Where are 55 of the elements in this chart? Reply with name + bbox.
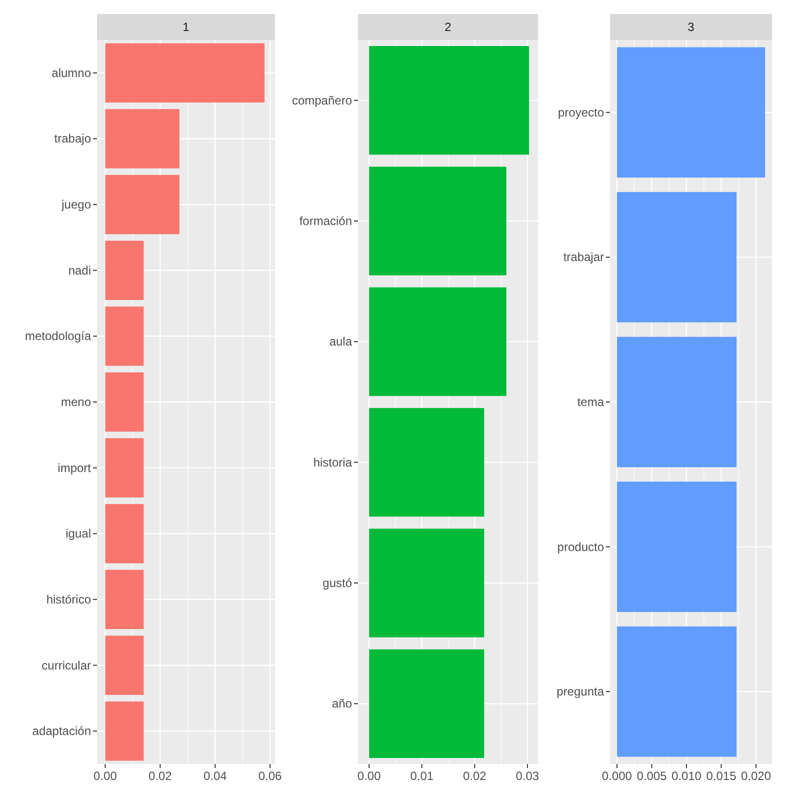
x-tick-label: 0.010 [671, 769, 702, 783]
y-tick-label: historia [313, 455, 352, 470]
bar [105, 701, 144, 761]
x-tick-label: 0.02 [148, 769, 172, 783]
bar [369, 408, 484, 517]
x-tick-label: 0.020 [740, 769, 772, 783]
x-tick-label: 0.00 [94, 769, 118, 783]
bar [105, 372, 144, 432]
y-tick-label: gustó [322, 576, 352, 590]
x-tick-label: 0.01 [410, 769, 434, 783]
bar [105, 109, 180, 168]
bar [369, 166, 506, 276]
y-tick-label: meno [60, 395, 92, 409]
x-tick-label: 0.03 [516, 769, 540, 783]
bar [105, 240, 144, 300]
y-tick-label: compañero [292, 93, 352, 108]
chart-title: 3 [688, 20, 695, 34]
chart-title: 2 [444, 20, 452, 34]
bar [105, 43, 265, 103]
bar [105, 438, 144, 498]
bar [105, 636, 144, 695]
y-tick-label: histórico [46, 592, 92, 606]
y-tick-label: aula [329, 334, 352, 349]
y-tick-label: adaptación [32, 724, 91, 738]
bar [369, 46, 530, 155]
y-tick-label: producto [557, 540, 604, 554]
x-tick-label: 0.015 [706, 769, 737, 783]
bar [369, 528, 484, 638]
x-tick-label: 0.04 [203, 769, 228, 783]
y-tick-label: pregunta [556, 684, 604, 699]
y-tick-label: trabajar [563, 250, 604, 264]
chart-title: 1 [182, 20, 190, 34]
bar [105, 570, 144, 630]
x-tick-label: 0.005 [636, 769, 668, 783]
bar [105, 174, 180, 234]
bar [105, 306, 144, 366]
y-tick-label: metodología [24, 329, 92, 344]
y-tick-label: juego [60, 198, 92, 212]
y-tick-label: nadi [68, 263, 91, 278]
bar [369, 649, 484, 758]
y-tick-label: año [332, 696, 352, 711]
bar [369, 287, 506, 396]
y-tick-label: curricular [42, 658, 91, 672]
bar [105, 504, 144, 564]
y-tick-label: alumno [52, 66, 92, 80]
x-tick-label: 0.000 [602, 769, 632, 783]
x-tick-label: 0.06 [258, 769, 282, 783]
y-tick-label: proyecto [558, 105, 604, 120]
y-tick-label: formación [299, 214, 352, 228]
x-tick-label: 0.02 [462, 769, 487, 783]
y-tick-label: trabajo [54, 132, 92, 146]
x-tick-label: 0.00 [357, 769, 382, 783]
y-tick-label: import [58, 460, 92, 475]
y-tick-label: igual [66, 526, 91, 541]
y-tick-label: tema [577, 395, 604, 409]
